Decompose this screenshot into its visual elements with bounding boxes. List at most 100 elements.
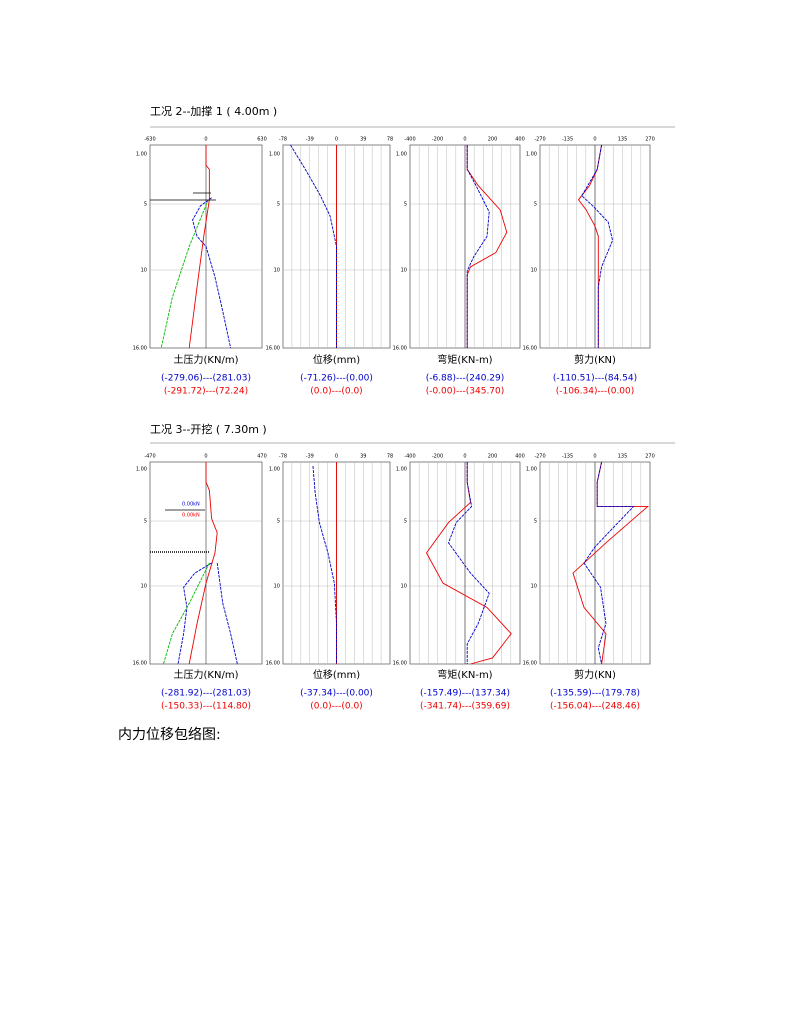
curve: [163, 562, 210, 665]
blue-range: (-110.51)---(84.54): [553, 374, 637, 384]
depth-label: 10: [401, 584, 407, 590]
red-range: (-156.04)---(248.46): [550, 702, 640, 712]
x-tick-label: -400: [404, 454, 415, 460]
x-tick-label: 78: [387, 137, 393, 143]
curve: [192, 197, 232, 349]
x-tick-label: 200: [488, 137, 498, 143]
x-tick-label: -78: [279, 454, 287, 460]
depth-label: 1.00: [396, 467, 407, 473]
x-tick-label: -78: [279, 137, 287, 143]
depth-label: 5: [534, 519, 537, 525]
x-tick-label: 0: [593, 454, 596, 460]
x-tick-label: -135: [562, 454, 573, 460]
x-tick-label: -630: [144, 137, 155, 143]
depth-label: 16.00: [133, 346, 147, 352]
red-range: (0.0)---(0.0): [310, 702, 362, 712]
panel-title: 弯矩(KN-m): [437, 668, 492, 681]
depth-label: 5: [277, 519, 280, 525]
x-tick-label: 0: [335, 454, 338, 460]
depth-label: 5: [144, 202, 147, 208]
x-tick-label: 270: [645, 137, 655, 143]
curve: [188, 462, 218, 665]
x-tick-label: -270: [534, 137, 545, 143]
red-range: (-0.00)---(345.70): [426, 387, 505, 397]
x-tick-label: 270: [645, 454, 655, 460]
curve: [216, 562, 238, 665]
curve: [312, 466, 337, 664]
x-tick-label: 200: [488, 454, 498, 460]
x-tick-label: 0: [463, 454, 466, 460]
panel-title: 剪力(KN): [574, 668, 616, 681]
depth-label: 5: [404, 519, 407, 525]
curve: [466, 145, 508, 348]
red-range: (-341.74)---(359.69): [420, 702, 510, 712]
depth-label: 1.00: [526, 467, 537, 473]
x-tick-label: 39: [360, 137, 366, 143]
x-tick-label: -270: [534, 454, 545, 460]
blue-range: (-37.34)---(0.00): [300, 689, 373, 699]
x-tick-label: 400: [515, 454, 525, 460]
depth-label: 1.00: [269, 467, 280, 473]
depth-label: 1.00: [269, 152, 280, 158]
depth-label: 10: [274, 268, 280, 274]
x-tick-label: -200: [432, 137, 443, 143]
curve: [160, 199, 209, 349]
x-tick-label: 630: [257, 137, 267, 143]
red-range: (-106.34)---(0.00): [556, 387, 635, 397]
blue-range: (-279.06)---(281.03): [161, 374, 251, 384]
blue-range: (-157.49)---(137.34): [420, 689, 510, 699]
red-range: (0.0)---(0.0): [310, 387, 362, 397]
red-range: (-291.72)---(72.24): [164, 387, 248, 397]
curve: [290, 144, 337, 348]
x-tick-label: 0: [463, 137, 466, 143]
depth-label: 1.00: [396, 152, 407, 158]
depth-label: 16.00: [266, 346, 280, 352]
curve: [581, 144, 614, 348]
depth-label: 16.00: [133, 661, 147, 667]
depth-label: 16.00: [266, 661, 280, 667]
x-tick-label: -400: [404, 137, 415, 143]
panel-title: 弯矩(KN-m): [437, 353, 492, 366]
depth-label: 16.00: [523, 346, 537, 352]
depth-label: 1.00: [136, 467, 147, 473]
depth-label: 5: [277, 202, 280, 208]
blue-range: (-135.59)---(179.78): [550, 689, 640, 699]
x-tick-label: 0: [335, 137, 338, 143]
depth-label: 1.00: [526, 152, 537, 158]
x-tick-label: -39: [306, 137, 314, 143]
footer-text: 内力位移包络图:: [118, 727, 221, 743]
curve: [583, 461, 635, 665]
x-tick-label: 400: [515, 137, 525, 143]
blue-range: (-6.88)---(240.29): [426, 374, 505, 384]
curve: [447, 462, 490, 664]
depth-label: 5: [404, 202, 407, 208]
panel-title: 土压力(KN/m): [174, 353, 239, 366]
depth-label: 10: [141, 584, 147, 590]
depth-label: 16.00: [393, 661, 407, 667]
depth-label: 10: [531, 584, 537, 590]
load-note: 0.00kN: [182, 513, 200, 519]
depth-label: 10: [141, 268, 147, 274]
depth-label: 16.00: [523, 661, 537, 667]
x-tick-label: -470: [144, 454, 155, 460]
x-tick-label: 39: [360, 454, 366, 460]
depth-label: 5: [534, 202, 537, 208]
x-tick-label: 0: [204, 137, 207, 143]
red-range: (-150.33)---(114.80): [161, 702, 251, 712]
depth-label: 10: [274, 584, 280, 590]
depth-label: 1.00: [136, 152, 147, 158]
x-tick-label: 135: [618, 137, 628, 143]
panel-title: 土压力(KN/m): [174, 668, 239, 681]
curve: [577, 144, 603, 348]
depth-label: 10: [531, 268, 537, 274]
x-tick-label: -135: [562, 137, 573, 143]
x-tick-label: -39: [306, 454, 314, 460]
x-tick-label: 470: [257, 454, 267, 460]
x-tick-label: 135: [618, 454, 628, 460]
curve: [466, 145, 490, 348]
curve: [177, 562, 212, 665]
panel-title: 剪力(KN): [574, 353, 616, 366]
blue-range: (-281.92)---(281.03): [161, 689, 251, 699]
x-tick-label: 78: [387, 454, 393, 460]
